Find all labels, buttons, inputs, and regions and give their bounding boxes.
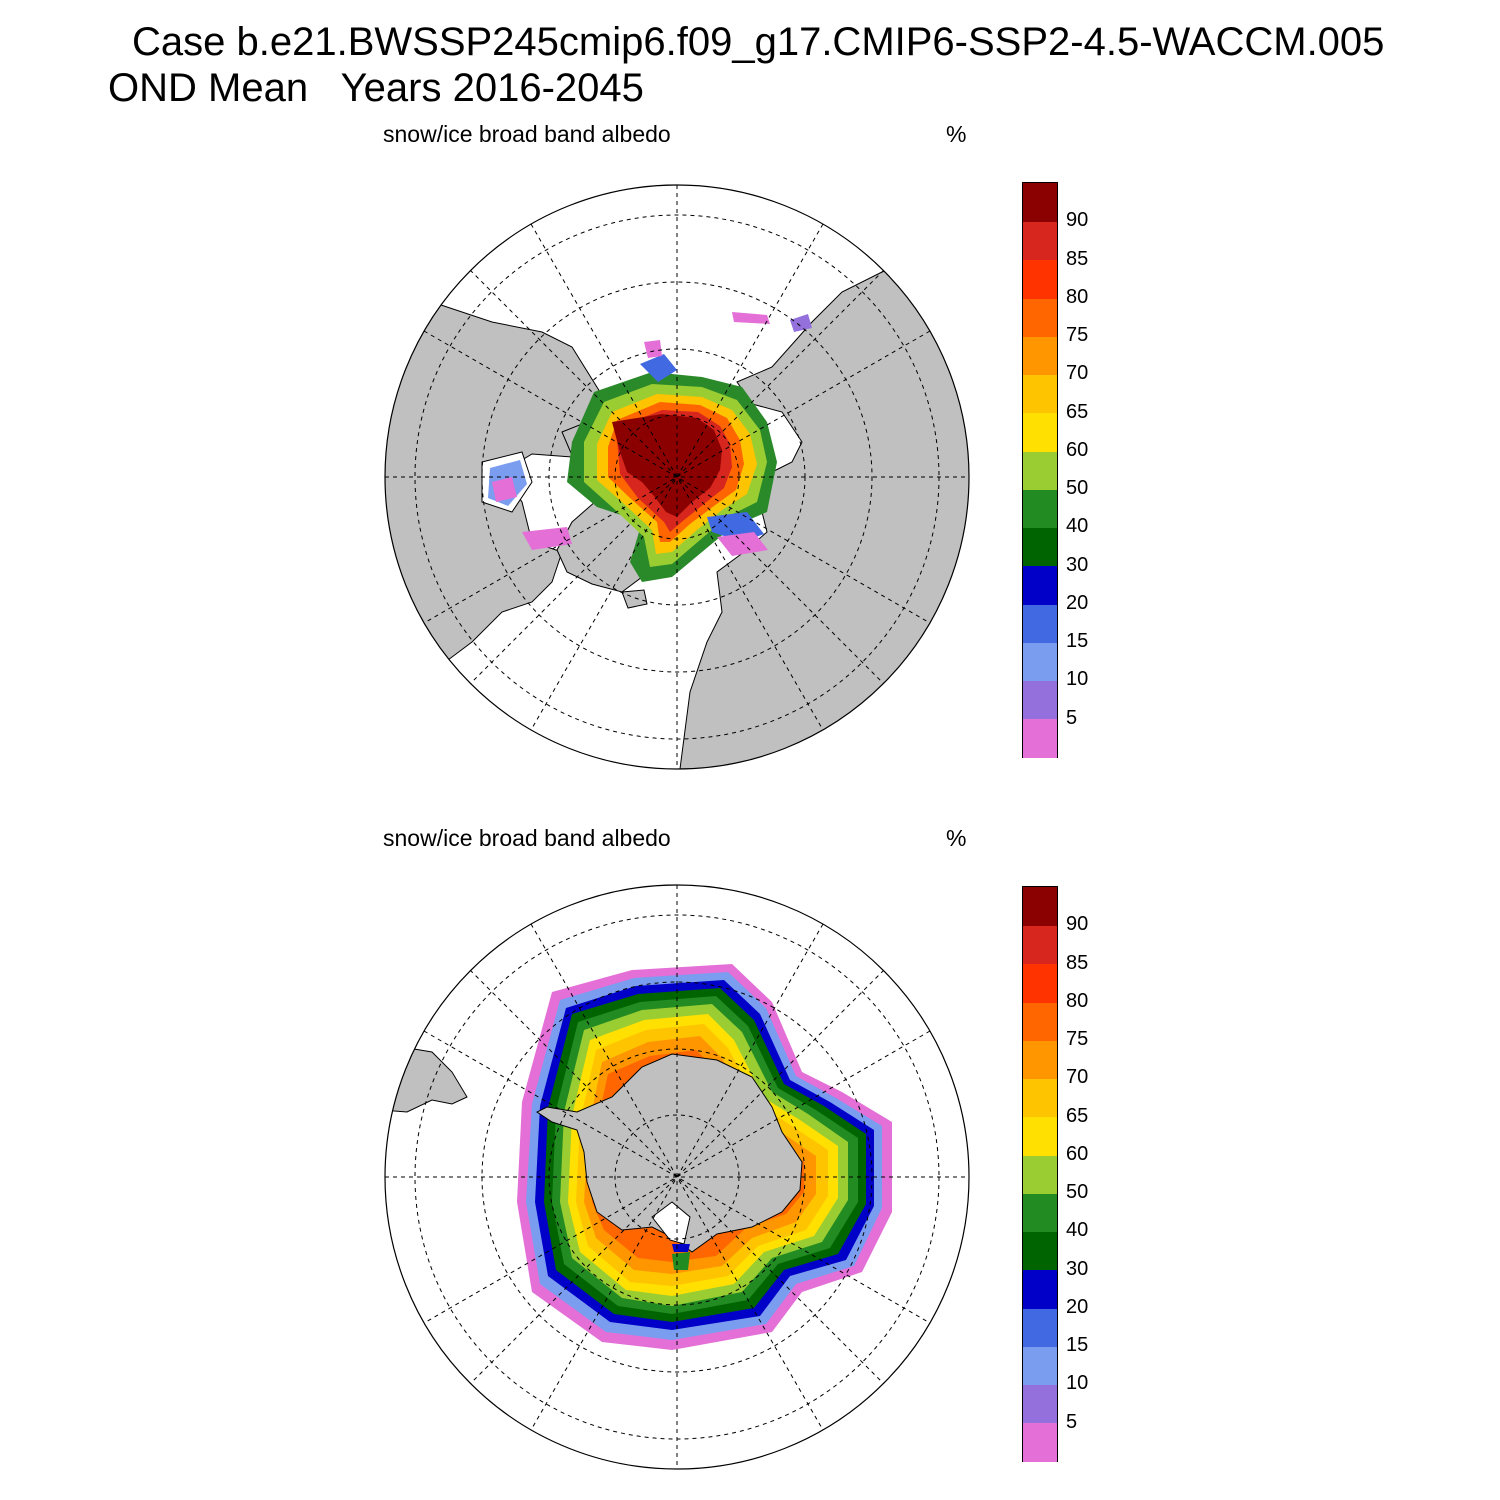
colorbar-tick-label: 15 [1066, 1334, 1089, 1357]
colorbar-tick-label: 75 [1066, 324, 1089, 347]
colorbar-tick-label: 15 [1066, 630, 1089, 653]
colorbar-segment [1023, 565, 1057, 605]
ice-band-core [612, 414, 722, 517]
colorbar-tick-label: 80 [1066, 989, 1089, 1012]
ross-ice-shelf [651, 1201, 691, 1245]
panel-north-units-label: % [946, 121, 967, 147]
ice-fringe-okhotsk [790, 314, 812, 332]
colorbar-tick-label: 20 [1066, 1295, 1089, 1318]
colorbar-segment [1023, 527, 1057, 567]
ice-fringe-ross [672, 1244, 690, 1252]
colorbar-segment [1023, 680, 1057, 720]
colorbar-tick-label: 60 [1066, 1142, 1089, 1165]
colorbar-segment [1023, 412, 1057, 452]
colorbar-tick-label: 65 [1066, 1104, 1089, 1127]
colorbar-tick-label: 50 [1066, 1181, 1089, 1204]
south-colorbar-box [1022, 886, 1058, 1462]
colorbar-segment [1023, 887, 1057, 926]
colorbar-segment [1023, 1078, 1057, 1118]
graticule [385, 185, 969, 769]
colorbar-tick-label: 30 [1066, 1257, 1089, 1280]
colorbar-tick-label: 50 [1066, 477, 1089, 500]
colorbar-tick-label: 85 [1066, 247, 1089, 270]
colorbar-tick-label: 65 [1066, 400, 1089, 423]
title-case-line: Case b.e21.BWSSP245cmip6.f09_g17.CMIP6-S… [132, 20, 1385, 64]
colorbar-tick-label: 70 [1066, 362, 1089, 385]
colorbar-segment [1023, 183, 1057, 222]
colorbar-segment [1023, 1422, 1057, 1462]
colorbar-segment [1023, 336, 1057, 376]
panel-south-variable-label: snow/ice broad band albedo [383, 825, 671, 851]
map-boundary-south [384, 884, 970, 1470]
colorbar-segment [1023, 1001, 1057, 1041]
colorbar-segment [1023, 642, 1057, 682]
north-polar-map-svg [384, 184, 970, 770]
south-polar-map [372, 872, 982, 1482]
colorbar-tick-label: 70 [1066, 1066, 1089, 1089]
colorbar-tick-label: 5 [1066, 1410, 1078, 1433]
colorbar-segment [1023, 297, 1057, 337]
graticule-south [385, 885, 969, 1469]
colorbar-tick-label: 40 [1066, 1219, 1089, 1242]
colorbar-tick-label: 10 [1066, 1372, 1089, 1395]
colorbar-tick-label: 80 [1066, 285, 1089, 308]
title-period-line: OND Mean Years 2016-2045 [108, 66, 644, 110]
ice-fringe-bering [640, 354, 677, 382]
colorbar-segment [1023, 374, 1057, 414]
colorbar-segment [1023, 1231, 1057, 1271]
colorbar-segment [1023, 489, 1057, 529]
colorbar-segment [1023, 925, 1057, 965]
colorbar-tick-label: 85 [1066, 951, 1089, 974]
north-colorbar-box [1022, 182, 1058, 758]
colorbar-segment [1023, 963, 1057, 1003]
colorbar-segment [1023, 1384, 1057, 1424]
panel-south-units-label: % [946, 825, 967, 851]
north-polar-map [372, 172, 982, 782]
colorbar-tick-label: 40 [1066, 515, 1089, 538]
colorbar-tick-label: 20 [1066, 591, 1089, 614]
colorbar-segment [1023, 1346, 1057, 1386]
colorbar-segment [1023, 450, 1057, 490]
panel-north-variable-label: snow/ice broad band albedo [383, 121, 671, 147]
colorbar-segment [1023, 221, 1057, 261]
landmass-iceland [621, 589, 648, 609]
colorbar-tick-label: 30 [1066, 553, 1089, 576]
colorbar-segment [1023, 1269, 1057, 1309]
colorbar-tick-label: 90 [1066, 913, 1089, 936]
colorbar-segment [1023, 1040, 1057, 1080]
colorbar-tick-label: 5 [1066, 706, 1078, 729]
colorbar-segment [1023, 718, 1057, 758]
ice-fringe-barents-pink [717, 532, 768, 556]
colorbar-segment [1023, 1154, 1057, 1194]
colorbar-tick-label: 10 [1066, 668, 1089, 691]
colorbar-tick-label: 75 [1066, 1028, 1089, 1051]
ice-fringe-okhotsk-pink [732, 312, 770, 324]
landmass-antarctica [536, 1053, 803, 1253]
colorbar-tick-label: 60 [1066, 438, 1089, 461]
colorbar-segment [1023, 1116, 1057, 1156]
map-boundary [384, 184, 970, 770]
colorbar-tick-label: 90 [1066, 209, 1089, 232]
colorbar-segment [1023, 603, 1057, 643]
ice-fringe-ross-green [672, 1252, 690, 1270]
colorbar-segment [1023, 1307, 1057, 1347]
colorbar-segment [1023, 1193, 1057, 1233]
ice-fringe-hudson-pink [492, 477, 517, 502]
colorbar-segment [1023, 259, 1057, 299]
south-polar-map-svg [384, 884, 970, 1470]
ice-fringe-bering-pink [644, 340, 662, 358]
